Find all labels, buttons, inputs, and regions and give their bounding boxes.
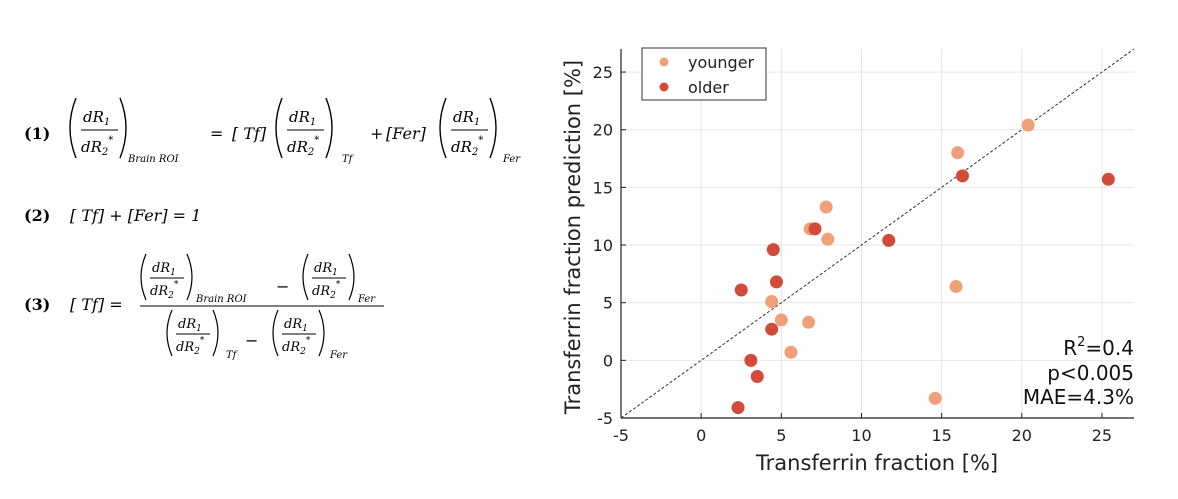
- stats-annotation: R2=0.4 p<0.005 MAE=4.3%: [1023, 335, 1134, 409]
- legend-label-older: older: [688, 78, 729, 97]
- identity-dashed-line: [620, 48, 1135, 419]
- legend-label-younger: younger: [688, 53, 755, 72]
- legend-marker-younger: [659, 57, 669, 67]
- data-point-older: [765, 322, 779, 336]
- equals-sign: =: [210, 124, 223, 143]
- x-tick-label: 25: [1092, 426, 1112, 445]
- data-point-younger: [928, 391, 942, 405]
- y-tick-label: 10: [593, 236, 613, 255]
- fraction-denominator-tf: dR2*: [287, 135, 319, 158]
- svg-text:dR1: dR1: [314, 261, 338, 278]
- data-point-older: [750, 369, 764, 383]
- legend: younger older: [641, 47, 767, 101]
- p-value: p<0.005: [1047, 361, 1134, 385]
- x-tick-label: -5: [613, 426, 629, 445]
- svg-text:dR2*: dR2*: [150, 280, 179, 301]
- data-point-younger: [802, 315, 816, 329]
- fraction-denominator-fer: dR2*: [451, 135, 483, 158]
- equation-2-number: (2): [24, 206, 50, 225]
- axes: [620, 49, 1134, 419]
- svg-text:dR2*: dR2*: [312, 280, 341, 301]
- svg-text:dR1: dR1: [284, 317, 308, 334]
- fer-bracket: [Fer]: [386, 124, 427, 143]
- tf-bracket: [ Tf]: [232, 124, 267, 143]
- data-point-older: [882, 233, 896, 247]
- eq3-subscript-brain-roi: Brain ROI: [195, 294, 248, 305]
- svg-text:dR1: dR1: [152, 261, 176, 278]
- y-tick-label: -5: [597, 409, 613, 428]
- fraction-numerator-tf: dR1: [289, 108, 316, 128]
- x-tick-label: 0: [696, 426, 706, 445]
- equation-1: (1) dR1 dR2* Brain ROI = [ Tf] dR1 dR2* …: [24, 97, 521, 165]
- data-point-older: [766, 243, 780, 257]
- fraction-denominator: dR2*: [81, 135, 113, 158]
- subscript-brain-roi: Brain ROI: [127, 154, 180, 165]
- eq3-minus-top: −: [276, 277, 289, 296]
- eq3-subscript-tf: Tf: [226, 350, 239, 361]
- x-ticks: -5 0 5 10 15 20 25: [613, 413, 1112, 445]
- legend-box: [641, 47, 767, 101]
- equations-panel: (1) dR1 dR2* Brain ROI = [ Tf] dR1 dR2* …: [24, 97, 521, 361]
- eq3-minus-bottom: −: [245, 331, 258, 350]
- y-ticks: -5 0 5 10 15 20 25: [593, 63, 626, 428]
- data-point-younger: [765, 295, 779, 309]
- equation-1-number: (1): [24, 124, 50, 143]
- paren-left: [69, 97, 77, 159]
- grid: [620, 49, 1134, 419]
- fraction-numerator: dR1: [83, 108, 110, 128]
- equation-2-body: [ Tf] + [Fer] = 1: [70, 206, 201, 225]
- eq3-subscript-fer-top: Fer: [357, 294, 376, 305]
- data-point-older: [770, 275, 784, 289]
- mae-value: MAE=4.3%: [1023, 385, 1134, 409]
- eq3-subscript-fer-bottom: Fer: [329, 350, 348, 361]
- data-point-younger: [1021, 118, 1035, 132]
- subscript-tf: Tf: [342, 154, 355, 165]
- data-point-younger: [821, 232, 835, 246]
- legend-marker-older: [659, 82, 669, 92]
- svg-text:dR2*: dR2*: [282, 336, 311, 357]
- paren-right: [119, 97, 127, 159]
- equation-2: (2) [ Tf] + [Fer] = 1: [24, 206, 201, 225]
- data-point-older: [734, 283, 748, 297]
- y-tick-label: 25: [593, 63, 613, 82]
- fraction-numerator-fer: dR1: [453, 108, 480, 128]
- x-tick-label: 20: [1012, 426, 1032, 445]
- equation-3: (3) [ Tf] = dR1 dR2* Brain ROI − dR1 dR2…: [24, 253, 384, 361]
- y-tick-label: 15: [593, 178, 613, 197]
- x-axis-label: Transferrin fraction [%]: [755, 451, 998, 475]
- data-point-younger: [774, 313, 788, 327]
- data-point-older: [808, 222, 822, 236]
- r-squared: R2=0.4: [1063, 335, 1134, 360]
- plus-sign: +: [370, 124, 383, 143]
- data-point-younger: [784, 345, 798, 359]
- x-tick-label: 5: [776, 426, 786, 445]
- y-tick-label: 5: [603, 294, 613, 313]
- svg-text:dR1: dR1: [178, 317, 202, 334]
- data-point-younger: [951, 146, 965, 160]
- y-axis-label: Transferrin fraction prediction [%]: [561, 60, 585, 415]
- equation-3-lhs: [ Tf] =: [70, 295, 123, 314]
- x-tick-label: 10: [851, 426, 871, 445]
- data-point-older: [731, 401, 745, 415]
- data-point-older: [744, 353, 758, 367]
- y-tick-label: 0: [603, 351, 613, 370]
- data-point-younger: [819, 200, 833, 214]
- data-point-younger: [949, 280, 963, 294]
- data-point-older: [955, 169, 969, 183]
- y-tick-label: 20: [593, 121, 613, 140]
- subscript-fer: Fer: [502, 154, 521, 165]
- data-points: [731, 118, 1115, 415]
- data-point-older: [1101, 172, 1115, 186]
- identity-line: [620, 48, 1135, 419]
- x-tick-label: 15: [931, 426, 951, 445]
- svg-text:dR2*: dR2*: [176, 336, 205, 357]
- scatter-chart: -5 0 5 10 15 20 25 -5 0 5 10 15 20 25 Transferrin fr…: [561, 47, 1135, 475]
- equation-3-number: (3): [24, 295, 50, 314]
